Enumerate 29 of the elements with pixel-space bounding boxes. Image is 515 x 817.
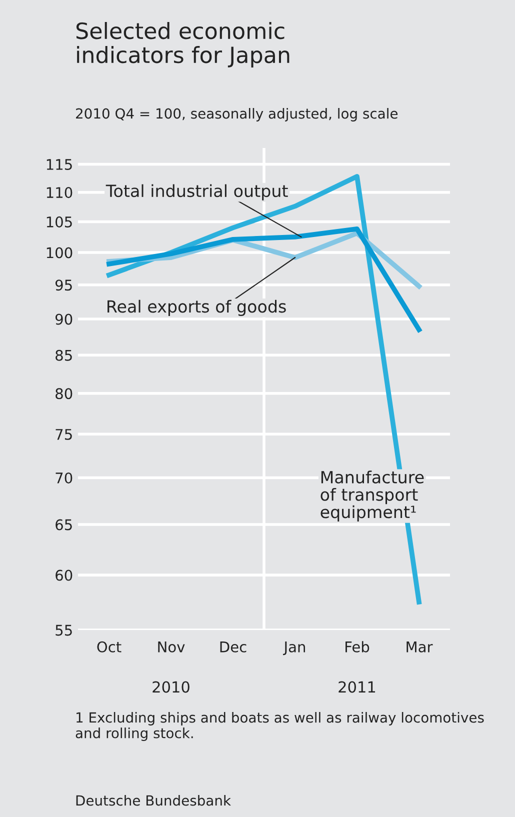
x-tick-label: Feb	[346, 641, 370, 652]
y-tick-label: 85	[56, 350, 72, 361]
y-tick-label: 105	[46, 216, 72, 228]
y-tick-label: 60	[56, 570, 72, 581]
text: 1 Excluding ships and boats as well as railway locomotives and rolling stock.	[76, 712, 484, 741]
y-tick-label: 75	[56, 429, 72, 440]
text: 2010	[152, 681, 190, 693]
y-tick-label: 55	[56, 624, 72, 636]
text: Deutsche Bundesbank	[76, 795, 231, 806]
text: Real exports of goods	[108, 300, 286, 316]
line-series	[106, 226, 422, 332]
y-tick-label: 65	[56, 519, 72, 530]
chart-subtitle: 2010 Q4 = 100, seasonally adjusted, log scale	[76, 108, 398, 122]
y-tick-label: 95	[56, 280, 72, 291]
y-tick-label: 115	[46, 159, 72, 170]
x-tick-label: Nov	[158, 642, 185, 652]
y-tick-label: 80	[56, 388, 72, 400]
x-tick-label: Jan	[283, 642, 305, 656]
y-tick-label: 70	[56, 472, 72, 484]
series-label: Manufacture of transport equipment¹	[320, 470, 424, 522]
y-tick-label: 100	[46, 247, 72, 258]
x-tick-label: Oct	[97, 641, 122, 652]
x-tick-label: Mar	[406, 642, 433, 652]
text: 2011	[338, 681, 376, 693]
x-tick-label: Dec	[220, 642, 246, 652]
chart-title: Selected economic indicators for Japan	[76, 22, 290, 68]
text: Total industrial output	[106, 184, 288, 200]
y-tick-label: 110	[46, 187, 72, 198]
y-tick-label: 90	[56, 314, 72, 325]
